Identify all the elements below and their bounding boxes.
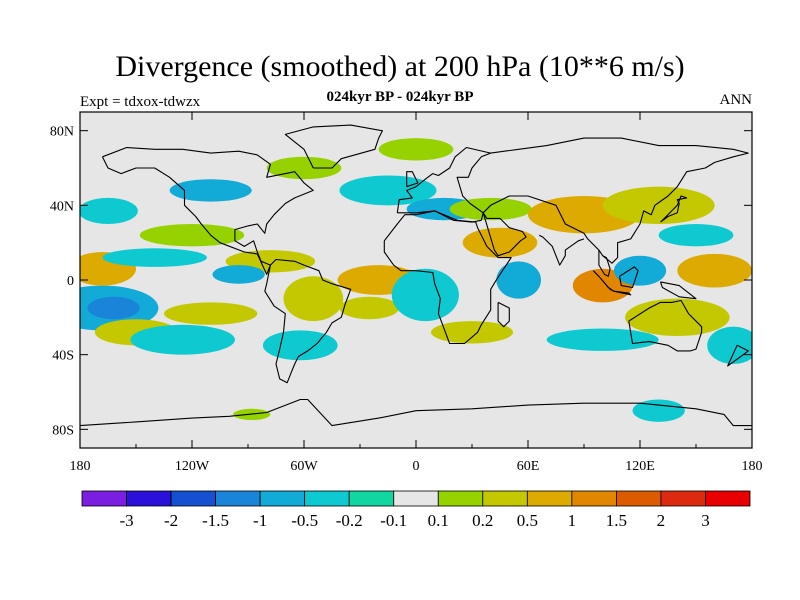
field-patch: [169, 179, 252, 202]
coastline: [482, 137, 749, 264]
field-patch: [677, 253, 752, 288]
coastline: [618, 266, 639, 289]
colorbar-label: 1: [568, 511, 577, 530]
colorbar-box: [170, 490, 216, 507]
y-tick-label: 80S: [52, 423, 74, 438]
coastline: [383, 210, 512, 345]
coastline: [101, 146, 314, 275]
field-patch: [707, 326, 752, 364]
colorbar-label: -0.5: [291, 511, 318, 530]
field-patch: [462, 227, 538, 258]
colorbar-label: -0.1: [380, 511, 407, 530]
coastline: [497, 301, 510, 328]
field-patch: [546, 328, 659, 351]
colorbar-box: [437, 490, 484, 507]
y-tick-label: 40N: [50, 199, 74, 214]
colorbar-box: [259, 490, 306, 507]
coastlines: [80, 124, 752, 427]
field-patch: [602, 186, 715, 224]
experiment-label: Expt = tdxox-tdwzx: [80, 94, 201, 110]
field-contours: [80, 138, 752, 422]
colorbar-label: -3: [119, 511, 133, 530]
coastline: [628, 299, 703, 352]
y-axis: 80N 40N 0 40S 80S: [50, 125, 752, 438]
colorbar-label: -0.2: [336, 511, 363, 530]
coastline: [660, 195, 688, 223]
coastline: [406, 171, 419, 188]
x-tick-label: 60W: [290, 459, 318, 474]
x-tick-label: 120W: [175, 459, 210, 474]
colorbar-box: [348, 490, 395, 507]
field-patch: [632, 399, 685, 422]
field-patch: [87, 296, 140, 320]
y-tick-label: 80N: [50, 125, 74, 140]
colorbar-label: -1.5: [202, 511, 229, 530]
y-tick-label: 40S: [52, 349, 74, 364]
field-patch: [496, 261, 542, 299]
colorbar-box: [81, 490, 127, 507]
field-patch: [212, 265, 265, 284]
colorbar-label: 0.2: [472, 511, 493, 530]
field-patch: [102, 248, 207, 267]
colorbar-label: 0.1: [428, 511, 449, 530]
field-patch: [625, 298, 730, 337]
x-axis: 180 120W 60W 0 60E 120E 180: [70, 112, 763, 474]
season-label: ANN: [719, 92, 753, 108]
colorbar-box: [660, 490, 706, 507]
field-patch: [283, 276, 344, 322]
colorbar: -3 -2 -1.5 -1 -0.5 -0.2 -0.1 0.1 0.2 0.5 1 1.5 2 3: [81, 490, 751, 530]
coastline: [284, 124, 383, 169]
colorbar-label: 2: [657, 511, 666, 530]
field-patch: [339, 296, 400, 320]
colorbar-label: 0.5: [517, 511, 538, 530]
x-tick-label: 180: [742, 459, 763, 474]
colorbar-box: [526, 490, 573, 507]
field-patch: [391, 268, 459, 322]
field-patch: [658, 224, 734, 247]
y-tick-label: 0: [67, 274, 74, 289]
field-patch: [262, 330, 338, 361]
colorbar-box: [393, 490, 439, 507]
coastline: [727, 344, 749, 367]
coastline: [592, 270, 615, 292]
field-patch: [613, 255, 667, 286]
field-patch: [80, 197, 138, 224]
colorbar-box: [705, 490, 751, 507]
x-tick-label: 120E: [625, 459, 655, 474]
colorbar-label: -1: [253, 511, 267, 530]
coastline: [264, 258, 352, 384]
colorbar-label: -2: [164, 511, 178, 530]
colorbar-box: [215, 490, 261, 507]
field-patch: [378, 138, 454, 161]
x-tick-label: 180: [70, 459, 91, 474]
x-tick-label: 0: [413, 459, 420, 474]
coastline: [659, 281, 697, 300]
colorbar-box: [571, 490, 617, 507]
field-patch: [130, 324, 235, 355]
coastline: [613, 290, 632, 296]
coastline: [538, 234, 585, 266]
colorbar-box: [126, 490, 172, 507]
colorbar-box: [482, 490, 528, 507]
coastline: [482, 212, 527, 257]
field-patch: [164, 302, 258, 325]
colorbar-box: [304, 490, 350, 507]
field-patch: [139, 224, 245, 247]
field-patch: [449, 197, 532, 221]
coastline: [598, 250, 611, 277]
colorbar-box: [616, 490, 662, 507]
coastline: [80, 398, 752, 427]
chart-subtitle: 024kyr BP - 024kyr BP: [326, 89, 474, 105]
colorbar-label: 3: [701, 511, 710, 530]
chart-title: Divergence (smoothed) at 200 hPa (10**6 …: [115, 50, 685, 83]
colorbar-label: 1.5: [606, 511, 627, 530]
x-tick-label: 60E: [517, 459, 540, 474]
field-patch: [430, 321, 514, 344]
